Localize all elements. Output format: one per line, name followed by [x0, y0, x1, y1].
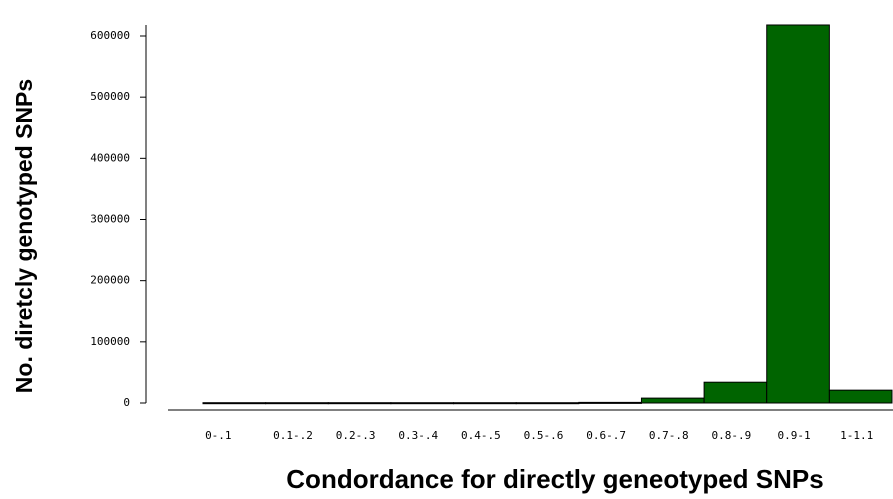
y-tick-label: 0	[123, 396, 130, 409]
x-tick-label: 0.5-.6	[524, 429, 564, 442]
x-tick-label: 0.2-.3	[336, 429, 376, 442]
bar	[766, 24, 830, 404]
bar	[265, 402, 329, 405]
bar	[327, 402, 392, 405]
bar	[640, 397, 705, 404]
x-tick-label: 0.8-.9	[712, 429, 752, 442]
y-tick-label: 400000	[90, 151, 130, 164]
bar	[828, 389, 893, 404]
x-tick-label: 0.1-.2	[273, 429, 313, 442]
bar	[578, 401, 642, 404]
x-tick-label: 0.4-.5	[461, 429, 501, 442]
bar	[515, 402, 580, 405]
bar	[202, 402, 267, 405]
y-tick-label: 600000	[90, 29, 130, 42]
x-tick-label: 0-.1	[205, 429, 232, 442]
bar	[453, 402, 517, 405]
y-tick-label: 200000	[90, 274, 130, 287]
x-tick-label: 0.6-.7	[586, 429, 626, 442]
y-tick-label: 300000	[90, 213, 130, 226]
x-tick-label: 1-1.1	[840, 429, 873, 442]
x-tick-label: 0.9-1	[777, 429, 810, 442]
bar	[703, 381, 768, 404]
y-tick-label: 100000	[90, 335, 130, 348]
x-tick-label: 0.7-.8	[649, 429, 689, 442]
x-axis-title: Condordance for directly geneotyped SNPs	[286, 464, 823, 494]
y-tick-label: 500000	[90, 90, 130, 103]
x-tick-label: 0.3-.4	[398, 429, 438, 442]
bar	[390, 402, 455, 405]
y-axis-title: No. diretcly genotyped SNPs	[11, 79, 37, 393]
